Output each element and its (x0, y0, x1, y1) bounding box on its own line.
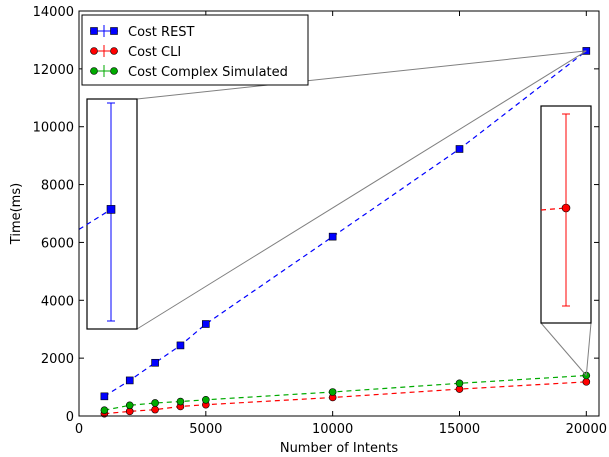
data-point (151, 358, 159, 367)
data-point (125, 401, 134, 410)
y-tick-label: 12000 (33, 63, 74, 78)
legend-box (81, 14, 309, 86)
data-point (151, 399, 159, 407)
inset-connector (540, 322, 587, 376)
legend-label-cli: Cost CLI (128, 45, 181, 60)
x-tick-label: 0 (75, 422, 83, 437)
inset-connector (585, 322, 592, 376)
inset-rest (78, 50, 587, 330)
data-point (151, 405, 159, 414)
inset-marker (561, 203, 571, 213)
y-tick-label: 4000 (41, 294, 74, 309)
data-point (455, 379, 464, 388)
data-point (582, 378, 591, 386)
x-tick-label: 10000 (312, 422, 353, 437)
legend-marker-left (90, 47, 98, 55)
series-layer (100, 47, 591, 418)
data-point (202, 320, 210, 328)
data-point (125, 376, 134, 385)
legend-entry-rest: Cost REST (90, 25, 195, 40)
series-0 (100, 47, 591, 401)
inset-connector (136, 50, 587, 330)
x-tick-label: 15000 (439, 422, 480, 437)
data-point (328, 388, 337, 396)
legend-entry-cli: Cost CLI (90, 45, 181, 60)
legend-marker-right (110, 67, 118, 75)
y-tick-label: 8000 (41, 179, 74, 194)
x-tick-label: 5000 (189, 422, 222, 437)
data-point (176, 341, 185, 350)
data-point (100, 392, 109, 401)
data-point (176, 397, 185, 406)
x-axis-title: Number of Intents (280, 441, 399, 456)
data-point (455, 145, 464, 153)
legend-marker-left (90, 67, 98, 75)
inset-layer (78, 50, 592, 376)
legend-entry-complex-simulated: Cost Complex Simulated (90, 65, 288, 80)
inset-trend-line (78, 208, 112, 230)
series-line (104, 50, 587, 397)
y-tick-label: 10000 (33, 121, 74, 136)
legend-label-rest: Cost REST (128, 25, 195, 40)
legend-marker-rest (90, 25, 118, 37)
legend-marker-cli (90, 45, 118, 57)
ticks-layer: 0 5000 10000 15000 20000 0 2000 4000 6000 8000 100… (33, 5, 607, 437)
y-tick-label: 6000 (41, 236, 74, 251)
y-tick-label: 14000 (33, 5, 74, 20)
y-tick-label: 2000 (41, 352, 74, 367)
inset-connector (136, 50, 587, 100)
data-point (100, 406, 109, 415)
series-line (104, 381, 587, 415)
y-axis-title: Time(ms) (9, 183, 24, 245)
plot-frame (78, 10, 600, 417)
series-2 (100, 371, 591, 415)
legend: Cost REST Cost CLI Cost Complex Simulate… (81, 14, 309, 86)
x-tick-label: 20000 (566, 422, 607, 437)
y-tick-label: 0 (66, 410, 74, 425)
inset-marker (106, 205, 116, 214)
inset-box (86, 98, 138, 330)
data-point (328, 232, 337, 241)
data-point (202, 395, 210, 404)
legend-marker-right (110, 47, 118, 55)
legend-marker-left (90, 27, 98, 35)
legend-marker-right (110, 27, 118, 35)
legend-label-complex-simulated: Cost Complex Simulated (128, 65, 288, 80)
series-line (104, 374, 587, 411)
legend-marker-complex-simulated (90, 65, 118, 77)
series-1 (100, 378, 591, 418)
inset-cli (540, 105, 592, 376)
